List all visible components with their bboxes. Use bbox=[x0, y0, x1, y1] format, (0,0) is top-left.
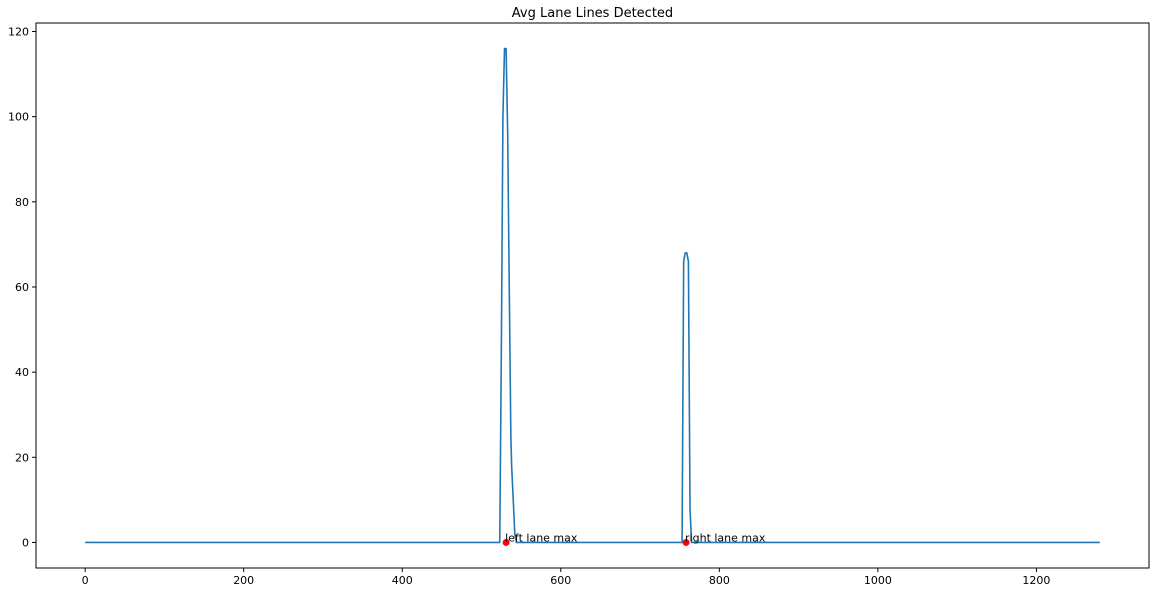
series-line-0 bbox=[85, 47, 1100, 544]
axes-frame bbox=[35, 22, 1150, 569]
chart-title: Avg Lane Lines Detected bbox=[512, 6, 673, 21]
y-tick-label-5: 100 bbox=[8, 111, 29, 124]
axes: 0 200 400 600 800 1000 1200 0 20 40 60 80 100 120 bbox=[8, 22, 1150, 587]
y-tick-label-2: 40 bbox=[15, 366, 29, 379]
marker-label-1: right lane max bbox=[685, 531, 766, 544]
marker-point-0 bbox=[502, 538, 510, 546]
y-tick-label-6: 120 bbox=[8, 26, 29, 39]
x-tick-label-3: 600 bbox=[550, 574, 571, 587]
marker-label-0: left lane max bbox=[505, 531, 578, 544]
x-tick-label-4: 800 bbox=[709, 574, 730, 587]
y-tick-label-3: 60 bbox=[15, 281, 29, 294]
x-tick-label-6: 1200 bbox=[1022, 574, 1050, 587]
x-tick-label-5: 1000 bbox=[864, 574, 892, 587]
x-tick-label-0: 0 bbox=[82, 574, 89, 587]
plot-area: left lane max right lane max bbox=[85, 47, 1100, 546]
x-tick-label-2: 400 bbox=[392, 574, 413, 587]
x-tick-label-1: 200 bbox=[233, 574, 254, 587]
y-tick-label-0: 0 bbox=[22, 536, 29, 549]
marker-point-1 bbox=[682, 538, 690, 546]
y-tick-label-4: 80 bbox=[15, 196, 29, 209]
y-tick-label-1: 20 bbox=[15, 451, 29, 464]
